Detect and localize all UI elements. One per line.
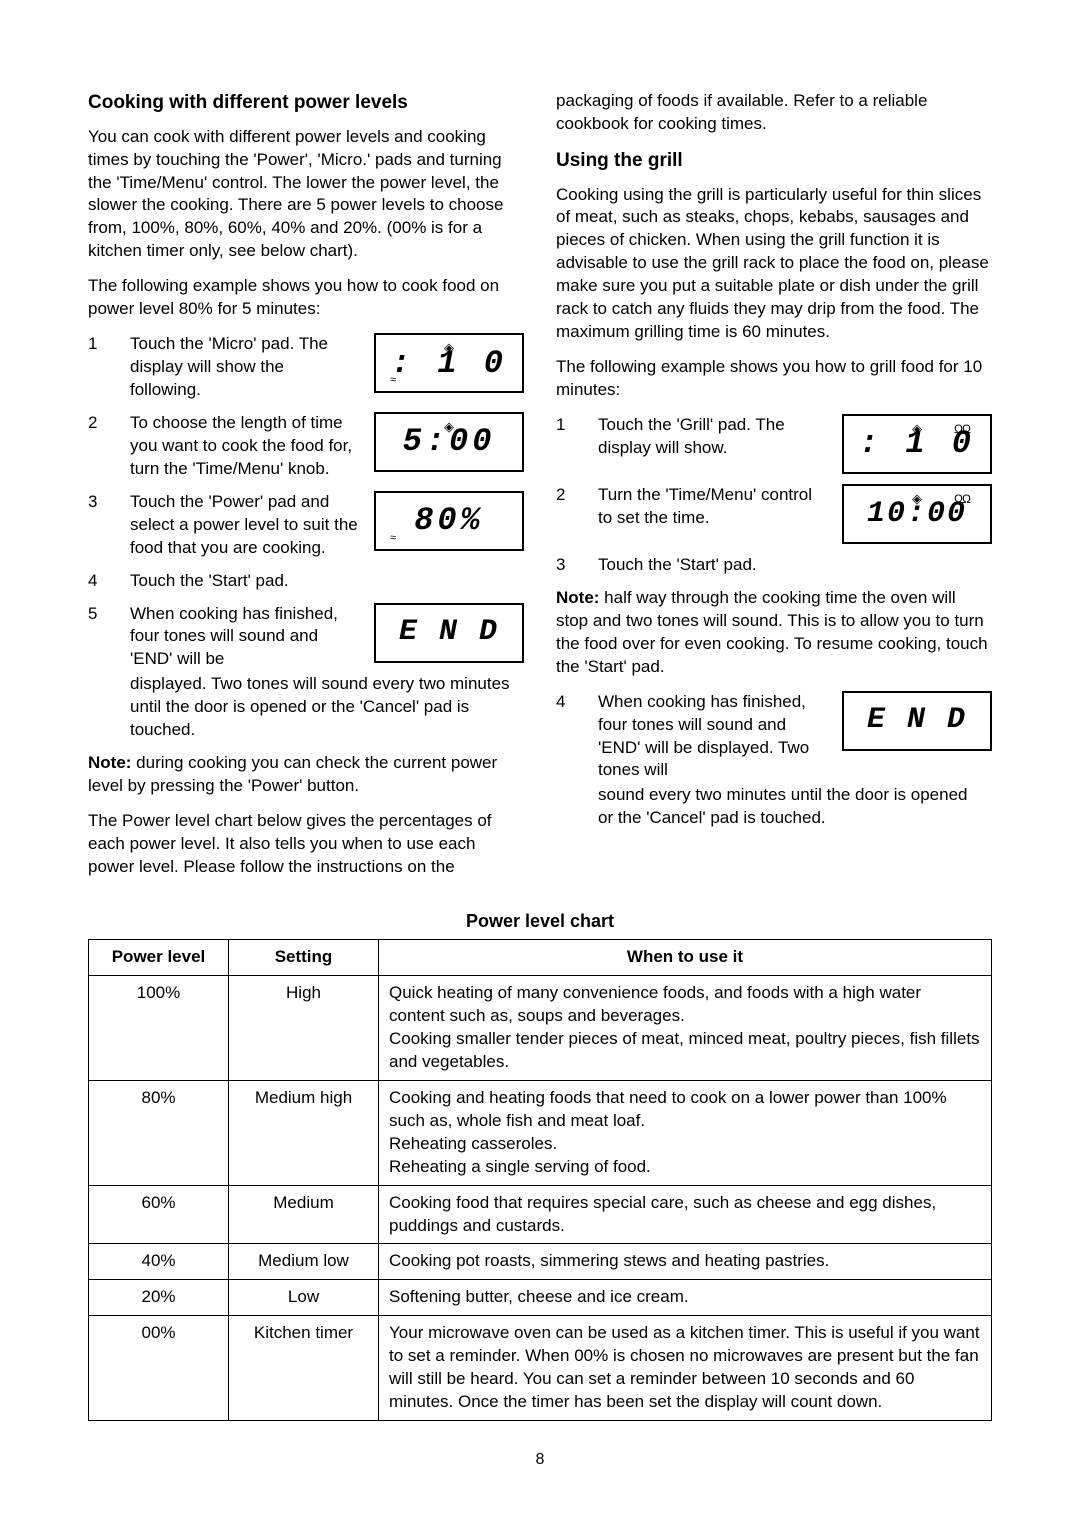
table-cell: Medium high — [229, 1080, 379, 1185]
continuation-text: packaging of foods if available. Refer t… — [556, 90, 992, 136]
step-number: 2 — [88, 412, 130, 435]
table-cell: Your microwave oven can be used as a kit… — [379, 1316, 992, 1421]
intro-grill: Cooking using the grill is particularly … — [556, 184, 992, 345]
table-cell: Cooking pot roasts, simmering stews and … — [379, 1244, 992, 1280]
display-box: ◈ ΩΩ 10:00 — [842, 484, 992, 544]
display-box: E N D — [374, 603, 524, 663]
heading-power-levels: Cooking with different power levels — [88, 90, 524, 116]
step-text: When cooking has finished, four tones wi… — [598, 691, 836, 783]
example-lead-grill: The following example shows you how to g… — [556, 356, 992, 402]
table-cell: Medium low — [229, 1244, 379, 1280]
table-cell: Cooking food that requires special care,… — [379, 1185, 992, 1244]
step-number: 1 — [556, 414, 598, 437]
step-number: 1 — [88, 333, 130, 356]
power-level-table: Power level Setting When to use it 100%H… — [88, 939, 992, 1421]
diamond-icon: ◈ — [444, 418, 454, 436]
display-value: 80% — [414, 499, 484, 542]
table-cell: Cooking and heating foods that need to c… — [379, 1080, 992, 1185]
table-cell: High — [229, 976, 379, 1081]
display-value: E N D — [867, 700, 967, 741]
table-cell: 20% — [89, 1280, 229, 1316]
step-text: Turn the 'Time/Menu' control to set the … — [598, 484, 836, 530]
step-text-part: When cooking has finished, four tones wi… — [130, 604, 338, 669]
table-header: Setting — [229, 940, 379, 976]
display-box: E N D — [842, 691, 992, 751]
step-number: 4 — [556, 691, 598, 714]
display-box: ◈ : 1 0 ≈ — [374, 333, 524, 393]
note-grill: Note: half way through the cooking time … — [556, 587, 992, 679]
table-row: 80%Medium highCooking and heating foods … — [89, 1080, 992, 1185]
intro-text: You can cook with different power levels… — [88, 126, 524, 264]
note-body: during cooking you can check the current… — [88, 753, 497, 795]
table-cell: 40% — [89, 1244, 229, 1280]
table-row: 40%Medium lowCooking pot roasts, simmeri… — [89, 1244, 992, 1280]
step-number: 3 — [88, 491, 130, 514]
table-cell: Medium — [229, 1185, 379, 1244]
diamond-icon: ◈ — [444, 339, 454, 357]
note-body: half way through the cooking time the ov… — [556, 588, 988, 676]
table-row: 60%MediumCooking food that requires spec… — [89, 1185, 992, 1244]
table-cell: Softening butter, cheese and ice cream. — [379, 1280, 992, 1316]
table-cell: Low — [229, 1280, 379, 1316]
grill-icon: ΩΩ — [954, 421, 970, 437]
step-text: Touch the 'Power' pad and select a power… — [130, 491, 368, 560]
table-header: When to use it — [379, 940, 992, 976]
chart-title: Power level chart — [88, 909, 992, 933]
step-number: 3 — [556, 554, 598, 577]
heading-grill: Using the grill — [556, 148, 992, 174]
step-text: Touch the 'Grill' pad. The display will … — [598, 414, 836, 460]
table-cell: 80% — [89, 1080, 229, 1185]
step-number: 4 — [88, 570, 130, 593]
step-text: To choose the length of time you want to… — [130, 412, 368, 481]
step-text: Touch the 'Start' pad. — [130, 570, 524, 593]
wave-icon: ≈ — [390, 373, 396, 388]
table-row: 100%HighQuick heating of many convenienc… — [89, 976, 992, 1081]
table-cell: Quick heating of many convenience foods,… — [379, 976, 992, 1081]
display-box: ◈ ΩΩ : 1 0 — [842, 414, 992, 474]
closing-text: The Power level chart below gives the pe… — [88, 810, 524, 879]
table-row: 00%Kitchen timerYour microwave oven can … — [89, 1316, 992, 1421]
diamond-icon: ◈ — [912, 420, 922, 438]
example-lead: The following example shows you how to c… — [88, 275, 524, 321]
grill-icon: ΩΩ — [954, 491, 970, 507]
step-continuation: sound every two minutes until the door i… — [598, 784, 992, 830]
display-value: E N D — [399, 612, 499, 653]
table-cell: 60% — [89, 1185, 229, 1244]
display-box: ◈ 5:00 — [374, 412, 524, 472]
table-header: Power level — [89, 940, 229, 976]
table-row: 20%LowSoftening butter, cheese and ice c… — [89, 1280, 992, 1316]
table-cell: 100% — [89, 976, 229, 1081]
step-number: 2 — [556, 484, 598, 507]
step-text: Touch the 'Start' pad. — [598, 554, 992, 577]
diamond-icon: ◈ — [912, 490, 922, 508]
table-cell: Kitchen timer — [229, 1316, 379, 1421]
step-text: When cooking has finished, four tones wi… — [130, 603, 368, 672]
wave-icon: ≈ — [390, 531, 396, 546]
display-box: 80% ≈ — [374, 491, 524, 551]
page-number: 8 — [88, 1449, 992, 1471]
step-number: 5 — [88, 603, 130, 626]
note-text: Note: during cooking you can check the c… — [88, 752, 524, 798]
table-cell: 00% — [89, 1316, 229, 1421]
step-text: Touch the 'Micro' pad. The display will … — [130, 333, 368, 402]
step-continuation: displayed. Two tones will sound every tw… — [130, 673, 524, 742]
note-label: Note: — [88, 753, 131, 772]
note-label: Note: — [556, 588, 599, 607]
